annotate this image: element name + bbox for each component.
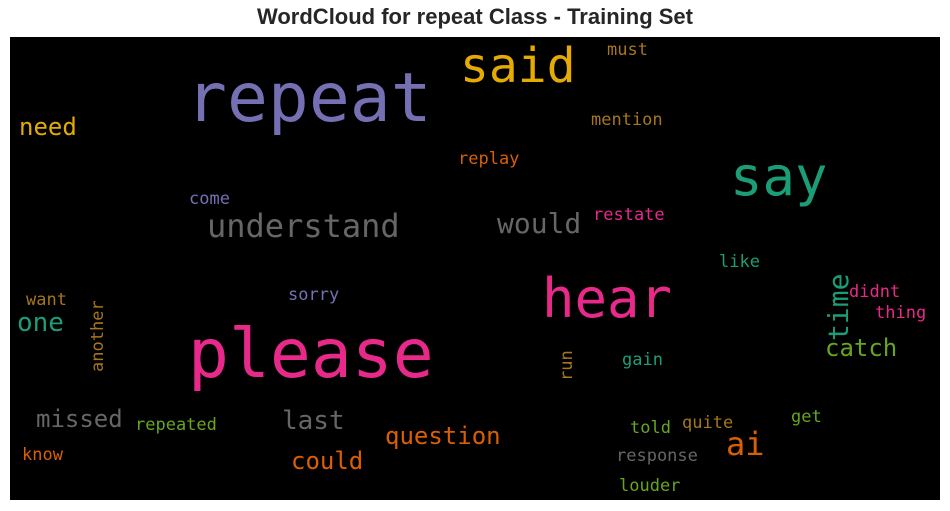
word-question: question — [385, 422, 501, 450]
chart-title: WordCloud for repeat Class - Training Se… — [257, 4, 693, 29]
word-hear: hear — [542, 267, 673, 330]
word-restate: restate — [593, 205, 665, 225]
word-repeated: repeated — [135, 415, 217, 435]
word-quite: quite — [682, 413, 734, 433]
word-like: like — [719, 252, 760, 272]
word-know: know — [22, 445, 63, 465]
word-response: response — [616, 446, 698, 466]
word-come: come — [189, 189, 230, 209]
word-sorry: sorry — [288, 285, 340, 305]
word-replay: replay — [458, 149, 520, 169]
word-would: would — [497, 207, 582, 240]
word-another: another — [88, 300, 108, 372]
word-gain: gain — [622, 350, 663, 370]
word-missed: missed — [36, 405, 123, 433]
word-say: say — [730, 145, 828, 208]
word-could: could — [291, 447, 364, 475]
word-catch: catch — [825, 334, 898, 362]
word-told: told — [630, 418, 671, 438]
word-louder: louder — [619, 476, 681, 496]
word-want: want — [26, 290, 67, 310]
word-one: one — [17, 308, 64, 338]
word-last: last — [282, 406, 345, 436]
word-repeat: repeat — [186, 59, 432, 138]
word-get: get — [791, 407, 822, 427]
word-didnt: didnt — [849, 282, 901, 302]
word-please: please — [188, 315, 434, 394]
word-must: must — [607, 40, 648, 60]
word-mention: mention — [591, 110, 663, 130]
word-ai: ai — [726, 425, 765, 463]
word-understand: understand — [207, 207, 400, 245]
word-said: said — [460, 38, 576, 94]
word-need: need — [19, 113, 77, 141]
word-run: run — [557, 350, 577, 381]
wordcloud-canvas: repeat please said say hear understand would ti… — [10, 37, 940, 500]
word-thing: thing — [875, 303, 927, 323]
